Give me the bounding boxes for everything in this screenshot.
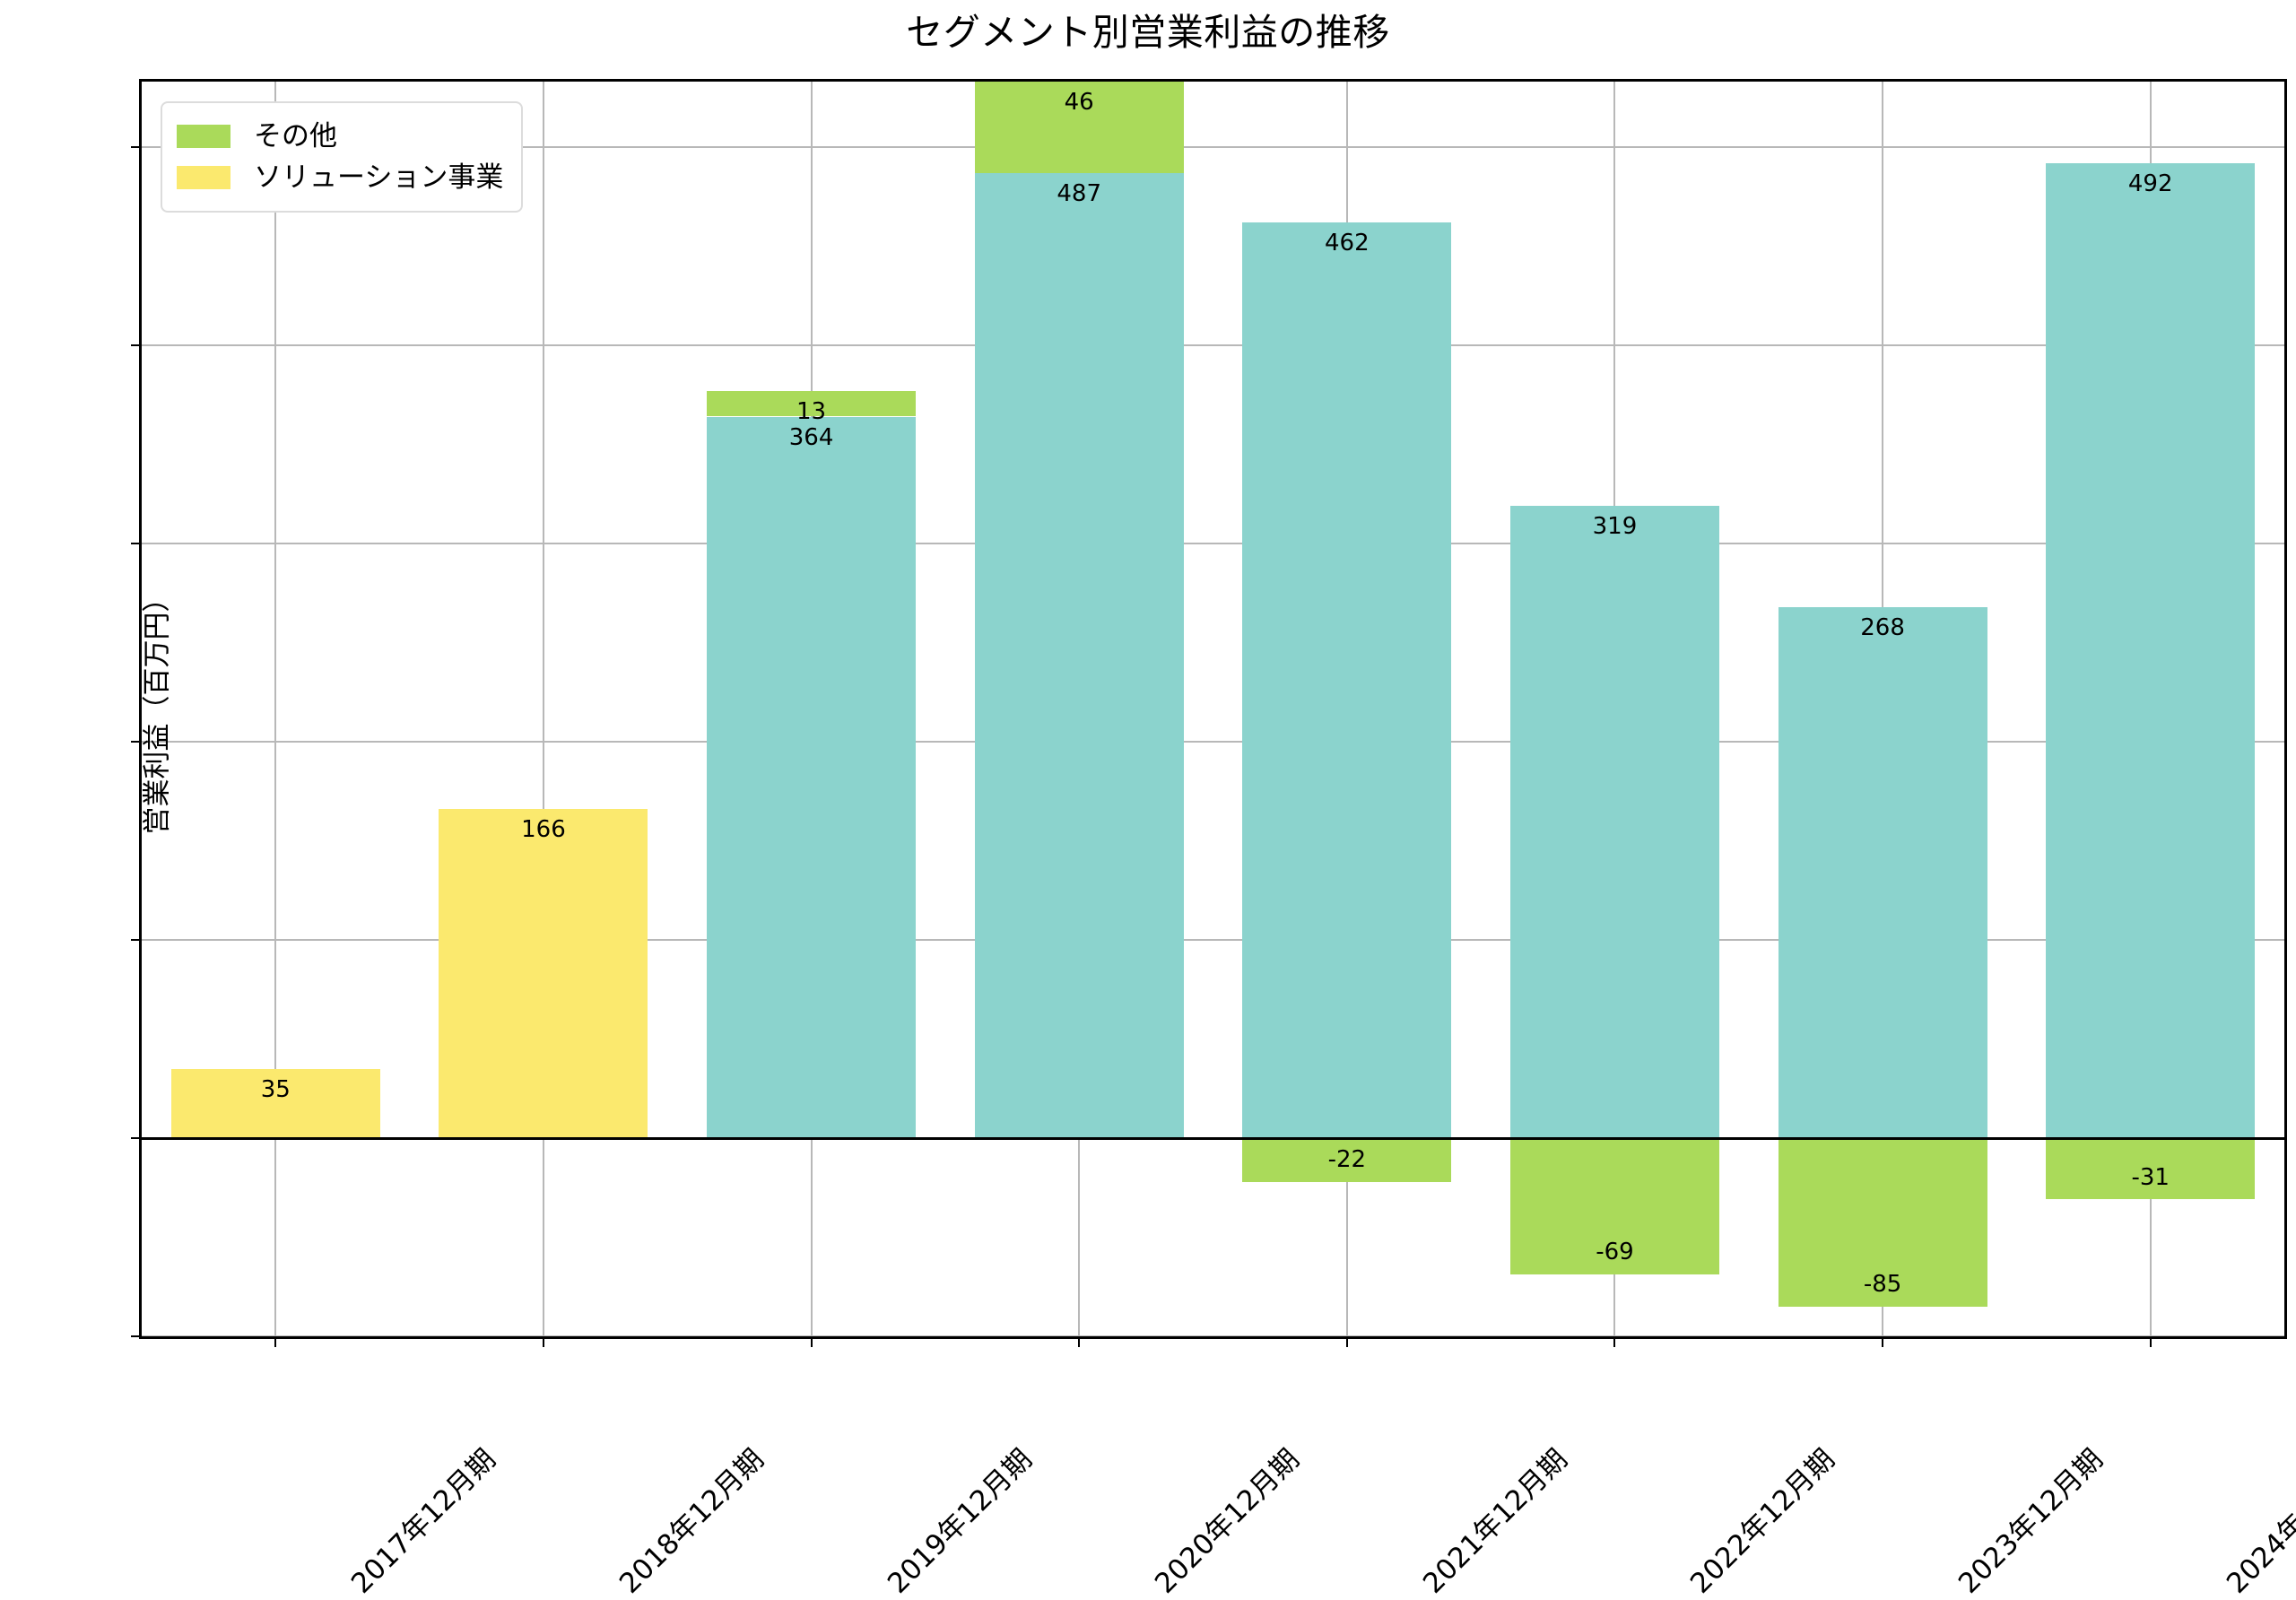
bar-segment[interactable] bbox=[170, 1068, 380, 1138]
bar-value-label: 492 bbox=[2127, 170, 2173, 197]
bar-value-label: 487 bbox=[1057, 179, 1102, 207]
gridline-horizontal bbox=[142, 938, 2284, 941]
gridline-horizontal bbox=[142, 542, 2284, 544]
gridline-vertical bbox=[542, 82, 544, 1336]
bar-segment[interactable] bbox=[2046, 1137, 2256, 1200]
legend-item-label: その他 bbox=[254, 120, 337, 152]
gridline-vertical bbox=[274, 82, 277, 1336]
legend-item-1[interactable]: ソリューション事業 bbox=[177, 157, 503, 198]
y-axis-tick-mark bbox=[131, 1136, 142, 1139]
x-axis-tick-label: 2018年12月期 bbox=[613, 1443, 770, 1600]
x-axis-tick-mark bbox=[542, 1336, 544, 1347]
bar-segment[interactable] bbox=[2046, 162, 2256, 1138]
gridline-horizontal bbox=[142, 740, 2284, 743]
plot-area: 35 166 364 13 487 46 462 -22 319 -69 268 -85 492 -31 … bbox=[131, 79, 2296, 1600]
bar-segment[interactable] bbox=[1509, 1137, 1719, 1275]
page-title: セグメント別営業利益の推移 bbox=[906, 11, 1390, 54]
legend-swatch-icon bbox=[177, 166, 230, 189]
legend-item-0[interactable]: その他 bbox=[177, 116, 503, 157]
bar-value-label: -31 bbox=[2131, 1163, 2170, 1191]
bar-segment[interactable] bbox=[1509, 505, 1719, 1138]
y-axis-tick-mark bbox=[131, 542, 142, 544]
x-axis-tick-label: 2021年12月期 bbox=[1416, 1443, 1574, 1600]
bar-value-label: 364 bbox=[788, 423, 834, 451]
bar-value-label: 319 bbox=[1592, 512, 1638, 540]
bar-segment[interactable] bbox=[707, 416, 917, 1138]
y-axis-label: 営業利益（百万円） bbox=[141, 584, 174, 834]
x-axis-tick-mark bbox=[2149, 1336, 2152, 1347]
y-axis-tick-mark bbox=[131, 740, 142, 743]
x-axis-tick-label: 2023年12月期 bbox=[1952, 1443, 2109, 1600]
bar-segment[interactable] bbox=[974, 82, 1184, 173]
zero-baseline bbox=[142, 1136, 2284, 1140]
bar-segment[interactable] bbox=[1778, 1137, 1987, 1307]
bar-segment[interactable] bbox=[707, 390, 917, 417]
y-axis-tick-mark bbox=[131, 1335, 142, 1337]
bar-value-label: 46 bbox=[1064, 89, 1094, 116]
gridline-horizontal bbox=[142, 343, 2284, 346]
x-axis-tick-mark bbox=[810, 1336, 813, 1347]
x-axis-tick-mark bbox=[274, 1336, 277, 1347]
x-axis-tick-label: 2022年12月期 bbox=[1684, 1443, 1842, 1600]
bar-value-label: -85 bbox=[1863, 1270, 1902, 1298]
x-axis-tick-mark bbox=[1078, 1336, 1081, 1347]
bar-value-label: 13 bbox=[796, 397, 827, 425]
bar-value-label: 35 bbox=[260, 1075, 291, 1103]
x-axis-tick-label: 2017年12月期 bbox=[345, 1443, 503, 1600]
y-axis-tick-mark bbox=[131, 343, 142, 346]
bar-segment[interactable] bbox=[1778, 606, 1987, 1138]
gridline-horizontal bbox=[142, 145, 2284, 148]
x-axis-tick-mark bbox=[1613, 1336, 1616, 1347]
y-axis-tick-mark bbox=[131, 145, 142, 148]
bar-value-label: 166 bbox=[521, 816, 566, 844]
chart-figure: セグメント別営業利益の推移 35 166 364 13 487 46 462 -22 319 -6… bbox=[131, 11, 2296, 1600]
x-axis-tick-mark bbox=[1345, 1336, 1348, 1347]
bar-segment[interactable] bbox=[974, 172, 1184, 1138]
bar-value-label: -69 bbox=[1596, 1239, 1634, 1266]
bar-segment[interactable] bbox=[439, 809, 648, 1138]
y-axis-tick-mark bbox=[131, 938, 142, 941]
plot-inner: 35 166 364 13 487 46 462 -22 319 -69 268 -85 492 -31 bbox=[142, 82, 2284, 1336]
bar-value-label: 268 bbox=[1860, 613, 1905, 641]
x-axis-tick-mark bbox=[1882, 1336, 1884, 1347]
legend-item-label: ソリューション事業 bbox=[254, 161, 504, 194]
x-axis-tick-label: 2024年12月期 bbox=[2220, 1443, 2296, 1600]
bar-value-label: 462 bbox=[1324, 229, 1370, 257]
legend-swatch-icon bbox=[177, 125, 230, 148]
x-axis-tick-label: 2020年12月期 bbox=[1149, 1443, 1306, 1600]
bar-segment[interactable] bbox=[1242, 222, 1452, 1138]
bar-segment[interactable] bbox=[1242, 1137, 1452, 1182]
legend: その他 ソリューション事業 bbox=[161, 101, 524, 213]
x-axis-tick-label: 2019年12月期 bbox=[881, 1443, 1039, 1600]
bar-value-label: -22 bbox=[1327, 1145, 1367, 1173]
gridline-horizontal bbox=[142, 1335, 2284, 1336]
